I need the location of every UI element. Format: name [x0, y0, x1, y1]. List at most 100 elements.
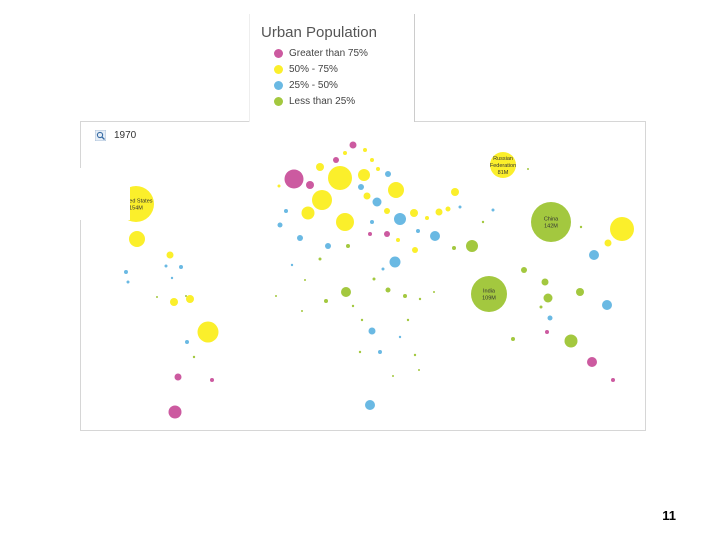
country-bubble[interactable] — [576, 288, 584, 296]
country-bubble[interactable] — [385, 287, 391, 293]
country-bubble[interactable] — [304, 279, 306, 281]
country-bubble[interactable] — [521, 267, 527, 273]
country-bubble[interactable] — [491, 208, 495, 212]
country-bubble[interactable] — [210, 378, 214, 382]
country-bubble[interactable] — [156, 296, 158, 298]
country-bubble[interactable] — [381, 267, 385, 271]
country-bubble[interactable] — [539, 305, 543, 309]
country-bubble[interactable] — [185, 295, 187, 297]
country-bubble[interactable] — [396, 238, 400, 242]
country-bubble[interactable] — [301, 310, 303, 312]
country-bubble[interactable] — [458, 205, 462, 209]
country-bubble[interactable] — [312, 190, 332, 210]
country-bubble[interactable] — [527, 168, 529, 170]
country-bubble[interactable] — [318, 257, 322, 261]
country-bubble[interactable] — [378, 350, 382, 354]
country-bubble[interactable] — [451, 188, 459, 196]
country-bubble[interactable] — [372, 277, 376, 281]
country-bubble[interactable] — [435, 208, 443, 216]
country-bubble[interactable] — [275, 295, 277, 297]
country-bubble[interactable] — [168, 405, 182, 419]
country-bubble[interactable] — [325, 243, 331, 249]
country-bubble[interactable] — [284, 209, 288, 213]
country-bubble[interactable] — [301, 206, 315, 220]
country-bubble[interactable] — [418, 297, 422, 301]
legend-item-25-to-50[interactable]: 25% - 50% — [274, 78, 338, 92]
country-bubble[interactable] — [346, 244, 350, 248]
country-bubble[interactable] — [425, 216, 429, 220]
country-bubble[interactable] — [602, 300, 612, 310]
country-bubble[interactable] — [328, 166, 352, 190]
country-bubble[interactable] — [564, 334, 578, 348]
country-bubble[interactable] — [174, 373, 182, 381]
country-bubble[interactable] — [363, 148, 367, 152]
country-bubble[interactable] — [179, 265, 183, 269]
country-bubble[interactable] — [410, 209, 418, 217]
legend-item-less-than-25[interactable]: Less than 25% — [274, 94, 355, 108]
country-bubble[interactable] — [398, 335, 402, 339]
bubble-india[interactable] — [471, 276, 507, 312]
zoom-icon[interactable] — [94, 129, 107, 142]
country-bubble[interactable] — [384, 231, 390, 237]
country-bubble[interactable] — [170, 298, 178, 306]
country-bubble[interactable] — [452, 246, 456, 250]
country-bubble[interactable] — [284, 169, 304, 189]
country-bubble[interactable] — [365, 400, 375, 410]
country-bubble[interactable] — [413, 353, 417, 357]
country-bubble[interactable] — [129, 231, 145, 247]
country-bubble[interactable] — [392, 375, 394, 377]
bubble-china[interactable] — [531, 202, 571, 242]
country-bubble[interactable] — [394, 213, 406, 225]
country-bubble[interactable] — [277, 184, 281, 188]
country-bubble[interactable] — [445, 206, 451, 212]
country-bubble[interactable] — [388, 182, 404, 198]
country-bubble[interactable] — [587, 357, 597, 367]
country-bubble[interactable] — [370, 220, 374, 224]
country-bubble[interactable] — [389, 256, 401, 268]
country-bubble[interactable] — [316, 163, 324, 171]
country-bubble[interactable] — [466, 240, 478, 252]
country-bubble[interactable] — [126, 280, 130, 284]
country-bubble[interactable] — [430, 231, 440, 241]
country-bubble[interactable] — [589, 250, 599, 260]
country-bubble[interactable] — [351, 304, 355, 308]
country-bubble[interactable] — [336, 213, 354, 231]
country-bubble[interactable] — [192, 355, 196, 359]
country-bubble[interactable] — [385, 171, 391, 177]
country-bubble[interactable] — [368, 232, 372, 236]
country-bubble[interactable] — [197, 321, 219, 343]
country-bubble[interactable] — [433, 291, 435, 293]
country-bubble[interactable] — [360, 318, 364, 322]
legend-item-greater-than-75[interactable]: Greater than 75% — [274, 46, 368, 60]
country-bubble[interactable] — [403, 294, 407, 298]
country-bubble[interactable] — [412, 247, 418, 253]
country-bubble[interactable] — [611, 378, 615, 382]
bubble-russian-federation[interactable] — [490, 152, 516, 178]
country-bubble[interactable] — [349, 141, 357, 149]
country-bubble[interactable] — [363, 192, 371, 200]
country-bubble[interactable] — [511, 337, 515, 341]
country-bubble[interactable] — [277, 222, 283, 228]
country-bubble[interactable] — [545, 330, 549, 334]
country-bubble[interactable] — [166, 251, 174, 259]
country-bubble[interactable] — [416, 229, 420, 233]
country-bubble[interactable] — [333, 157, 339, 163]
country-bubble[interactable] — [541, 278, 549, 286]
country-bubble[interactable] — [604, 239, 612, 247]
country-bubble[interactable] — [341, 287, 351, 297]
country-bubble[interactable] — [579, 225, 583, 229]
country-bubble[interactable] — [358, 169, 370, 181]
country-bubble[interactable] — [610, 217, 634, 241]
country-bubble[interactable] — [481, 220, 485, 224]
country-bubble[interactable] — [124, 270, 128, 274]
country-bubble[interactable] — [297, 235, 303, 241]
country-bubble[interactable] — [384, 208, 390, 214]
country-bubble[interactable] — [368, 327, 376, 335]
country-bubble[interactable] — [170, 276, 174, 280]
country-bubble[interactable] — [164, 264, 168, 268]
country-bubble[interactable] — [306, 181, 314, 189]
country-bubble[interactable] — [418, 369, 420, 371]
country-bubble[interactable] — [543, 293, 553, 303]
country-bubble[interactable] — [343, 151, 347, 155]
legend-item-50-to-75[interactable]: 50% - 75% — [274, 62, 338, 76]
